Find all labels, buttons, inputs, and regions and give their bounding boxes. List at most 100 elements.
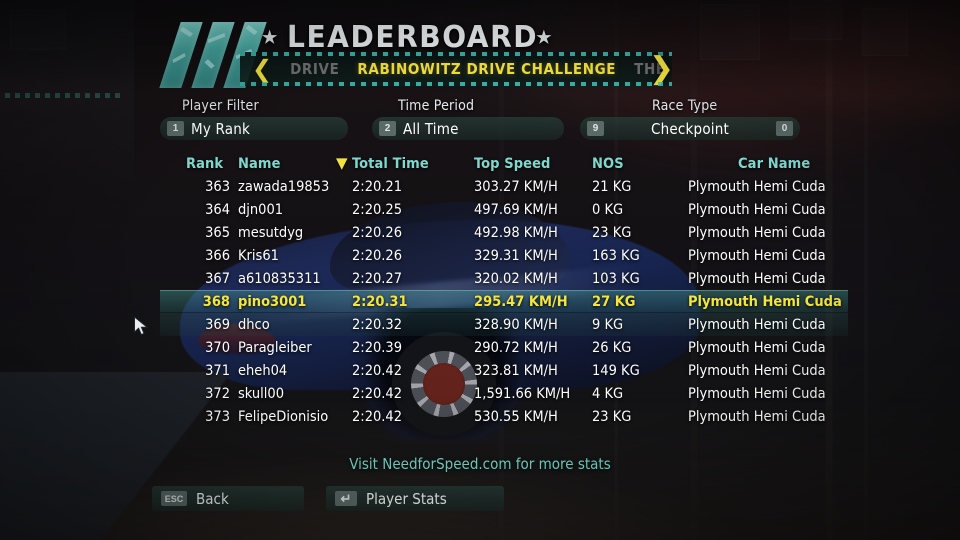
table-cell-total-time: 2:20.31 (352, 293, 408, 310)
table-cell-nos: 27 KG (592, 293, 636, 310)
table-cell-nos: 163 KG (592, 247, 640, 264)
table-row[interactable]: 367 a610835311 2:20.27 320.02 KM/H 103 KG Ply… (0, 267, 960, 290)
prev-challenge-arrow-icon[interactable]: ❮ (252, 55, 273, 83)
sort-descending-icon[interactable]: ▼ (336, 154, 348, 172)
next-challenge-arrow-icon[interactable]: ❯ (648, 52, 672, 86)
enter-key-badge: ↵ (335, 491, 357, 506)
table-cell-name: Kris61 (238, 247, 279, 264)
table-cell-total-time: 2:20.42 (352, 408, 403, 425)
time-period-label: Time Period (398, 98, 475, 114)
table-cell-nos: 26 KG (592, 339, 632, 356)
table-cell-top-speed: 328.90 KM/H (474, 316, 558, 333)
table-cell-car-name: Plymouth Hemi Cuda (688, 362, 826, 379)
column-header-car-name[interactable]: Car Name (738, 155, 811, 172)
column-header-nos[interactable]: NOS (592, 155, 624, 172)
table-header-row: Rank Name ▼ Total Time Top Speed NOS Car… (0, 152, 960, 175)
table-cell-car-name: Plymouth Hemi Cuda (688, 270, 826, 287)
time-period-group: Time Period 2 All Time (372, 98, 564, 140)
column-header-top-speed[interactable]: Top Speed (474, 155, 551, 172)
table-cell-nos: 103 KG (592, 270, 640, 287)
table-cell-name: FelipeDionisio (238, 408, 329, 425)
table-cell-name: zawada19853 (238, 178, 330, 195)
player-filter-value: My Rank (191, 119, 250, 138)
table-row[interactable]: 373 FelipeDionisio 2:20.42 530.55 KM/H 23 KG… (0, 405, 960, 428)
table-cell-name: eheh04 (238, 362, 288, 379)
table-cell-total-time: 2:20.26 (352, 224, 403, 241)
table-cell-rank: 373 (205, 408, 230, 425)
race-type-value: Checkpoint (651, 119, 729, 138)
table-cell-total-time: 2:20.32 (352, 316, 403, 333)
table-row[interactable]: 368 pino3001 2:20.31 295.47 KM/H 27 KG Plymou… (0, 290, 960, 313)
table-cell-top-speed: 295.47 KM/H (474, 293, 568, 310)
table-row[interactable]: 372 skull00 2:20.42 1,591.66 KM/H 4 KG Plymou… (0, 382, 960, 405)
column-header-rank[interactable]: Rank (186, 155, 224, 172)
table-cell-car-name: Plymouth Hemi Cuda (688, 178, 826, 195)
filter-bar: Player Filter 1 My Rank Time Period 2 Al… (0, 98, 960, 146)
visit-site-text: Visit NeedforSpeed.com for more stats (349, 455, 611, 473)
race-type-end-key-badge: 0 (776, 121, 793, 136)
table-cell-top-speed: 497.69 KM/H (474, 201, 558, 218)
table-row[interactable]: 370 Paragleiber 2:20.39 290.72 KM/H 26 KG Ply… (0, 336, 960, 359)
tab-rabinowitz-drive-challenge[interactable]: RABINOWITZ DRIVE CHALLENGE (357, 60, 617, 78)
table-cell-car-name: Plymouth Hemi Cuda (688, 408, 826, 425)
table-cell-total-time: 2:20.21 (352, 178, 403, 195)
back-button[interactable]: ESC Back (152, 486, 304, 511)
table-cell-name: a610835311 (238, 270, 321, 287)
table-cell-rank: 372 (205, 385, 230, 402)
table-cell-car-name: Plymouth Hemi Cuda (688, 385, 826, 402)
table-cell-nos: 21 KG (592, 178, 632, 195)
table-row[interactable]: 365 mesutdyg 2:20.26 492.98 KM/H 23 KG Plymou… (0, 221, 960, 244)
table-cell-car-name: Plymouth Hemi Cuda (688, 247, 826, 264)
table-row[interactable]: 364 djn001 2:20.25 497.69 KM/H 0 KG Plymouth … (0, 198, 960, 221)
table-cell-total-time: 2:20.42 (352, 362, 403, 379)
table-cell-car-name: Plymouth Hemi Cuda (688, 339, 826, 356)
table-cell-name: Paragleiber (238, 339, 312, 356)
player-filter-select[interactable]: 1 My Rank (160, 117, 348, 140)
table-cell-rank: 366 (205, 247, 230, 264)
page-title: ★ LEADERBOARD ★ (262, 20, 553, 55)
column-header-total-time[interactable]: Total Time (352, 155, 429, 172)
table-cell-total-time: 2:20.25 (352, 201, 403, 218)
race-type-select[interactable]: 9 Checkpoint 0 (580, 117, 800, 140)
time-period-key-badge: 2 (379, 121, 396, 136)
table-cell-car-name: Plymouth Hemi Cuda (688, 201, 826, 218)
table-cell-rank: 364 (205, 201, 230, 218)
challenge-tab-strip: ❮ DRIVE RABINOWITZ DRIVE CHALLENGE THE N… (240, 52, 672, 86)
table-cell-name: skull00 (238, 385, 285, 402)
table-row[interactable]: 363 zawada19853 2:20.21 303.27 KM/H 21 KG Ply… (0, 175, 960, 198)
player-filter-label: Player Filter (182, 98, 259, 114)
table-cell-total-time: 2:20.39 (352, 339, 403, 356)
table-cell-total-time: 2:20.27 (352, 270, 403, 287)
tab-drive[interactable]: DRIVE (290, 60, 340, 78)
table-cell-name: pino3001 (238, 293, 307, 310)
table-cell-top-speed: 492.98 KM/H (474, 224, 558, 241)
table-cell-top-speed: 323.81 KM/H (474, 362, 558, 379)
table-row[interactable]: 371 eheh04 2:20.42 323.81 KM/H 149 KG Plymout… (0, 359, 960, 382)
time-period-select[interactable]: 2 All Time (372, 117, 564, 140)
table-cell-top-speed: 290.72 KM/H (474, 339, 558, 356)
table-cell-name: dhco (238, 316, 270, 333)
time-period-value: All Time (403, 119, 459, 138)
player-filter-group: Player Filter 1 My Rank (160, 98, 348, 140)
race-type-group: Race Type 9 Checkpoint 0 (580, 98, 800, 140)
table-cell-top-speed: 303.27 KM/H (474, 178, 558, 195)
player-filter-key-badge: 1 (167, 121, 184, 136)
table-row[interactable]: 366 Kris61 2:20.26 329.31 KM/H 163 KG Plymout… (0, 244, 960, 267)
table-cell-car-name: Plymouth Hemi Cuda (688, 293, 842, 310)
esc-key-badge: ESC (161, 491, 187, 506)
player-stats-button-label: Player Stats (366, 489, 447, 508)
table-cell-top-speed: 320.02 KM/H (474, 270, 558, 287)
table-cell-car-name: Plymouth Hemi Cuda (688, 316, 826, 333)
table-cell-nos: 9 KG (592, 316, 624, 333)
race-type-label: Race Type (652, 98, 718, 114)
table-cell-rank: 371 (205, 362, 230, 379)
player-stats-button[interactable]: ↵ Player Stats (326, 486, 504, 511)
column-header-name[interactable]: Name (238, 155, 281, 172)
table-cell-rank: 367 (205, 270, 230, 287)
table-cell-nos: 149 KG (592, 362, 640, 379)
table-cell-nos: 23 KG (592, 408, 632, 425)
leaderboard-table: Rank Name ▼ Total Time Top Speed NOS Car… (0, 152, 960, 428)
table-cell-top-speed: 1,591.66 KM/H (474, 385, 571, 402)
star-icon-right: ★ (536, 27, 553, 47)
table-cell-nos: 23 KG (592, 224, 632, 241)
